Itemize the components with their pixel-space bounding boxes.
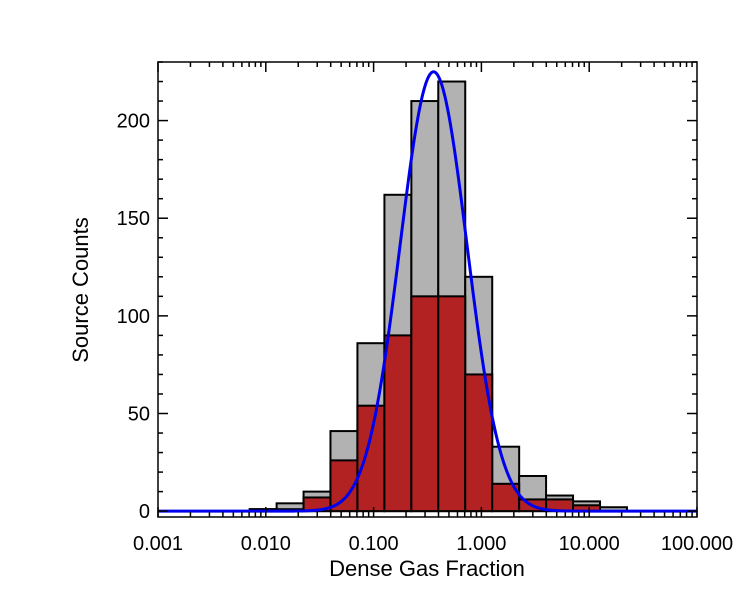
x-tick-label: 1.000	[456, 533, 506, 555]
axes-layer: 0.001 0.010 0.100 1.000 10.000 100.000 0 50 100 1…	[117, 61, 733, 555]
x-tick-label: 0.100	[349, 533, 399, 555]
x-tick-label: 0.001	[133, 533, 183, 555]
subset-count-bar	[383, 334, 413, 513]
subset-count-bar	[356, 404, 386, 513]
y-tick-label: 50	[128, 404, 150, 426]
subset-count-bar	[437, 295, 467, 513]
x-tick-label: 0.010	[241, 533, 291, 555]
subset-count-bar	[410, 295, 440, 513]
bars-layer	[248, 80, 628, 513]
y-tick-label: 0	[139, 501, 150, 523]
fit-curve-layer	[158, 70, 697, 513]
x-tick-label: 10.000	[559, 533, 620, 555]
y-axis-title: Source Counts	[68, 217, 93, 363]
y-tick-label: 150	[117, 208, 150, 230]
y-tick-label: 200	[117, 111, 150, 133]
log-normal-fit-curve	[158, 70, 697, 513]
x-tick-label: 100.000	[661, 533, 733, 555]
plot-frame	[157, 61, 698, 518]
x-axis-title: Dense Gas Fraction	[329, 556, 525, 581]
y-tick-label: 100	[117, 306, 150, 328]
